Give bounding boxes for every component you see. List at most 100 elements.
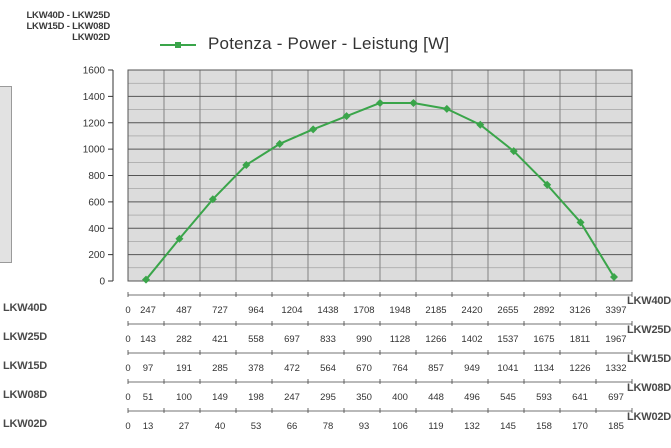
x-scale-tick-label: 564: [320, 363, 336, 374]
data-point: [576, 218, 585, 227]
y-tick-label: 1200: [83, 118, 106, 129]
x-scale-tick-label: 119: [428, 421, 443, 432]
x-scale-start-label: 0: [125, 363, 130, 374]
data-point: [175, 234, 184, 243]
data-point: [342, 112, 351, 121]
x-scale-tick-label: 295: [320, 392, 336, 403]
x-scale-tick-label: 1128: [390, 334, 410, 345]
y-tick-label: 1000: [83, 145, 106, 156]
x-scale-tick-label: 1967: [605, 334, 626, 345]
x-scale-tick-label: 143: [140, 334, 156, 345]
x-scale-tick-label: 400: [392, 392, 408, 403]
x-scale-tick-label: 1226: [569, 363, 590, 374]
x-scale-tick-label: 558: [248, 334, 264, 345]
x-scale-tick-label: 100: [176, 392, 192, 403]
x-scale-tick-label: 670: [356, 363, 372, 374]
x-scale-tick-label: 97: [143, 363, 154, 374]
x-scale-start-label: 0: [125, 392, 130, 403]
data-point: [543, 180, 552, 189]
x-scale-tick-label: 170: [572, 421, 588, 432]
x-scale-tick-label: 1266: [425, 334, 446, 345]
x-scale-tick-label: 53: [251, 421, 262, 432]
models-line-3: LKW02D: [72, 32, 110, 43]
x-scale-tick-label: 2185: [425, 305, 446, 316]
x-scale-tick-label: 1708: [353, 305, 374, 316]
x-scale-tick-label: 3126: [569, 305, 590, 316]
x-scale-tick-label: 964: [248, 305, 264, 316]
x-scale-tick-label: 857: [428, 363, 444, 374]
model-header: LKW40D - LKW25D LKW15D - LKW08D LKW02D: [0, 10, 110, 43]
x-scale-tick-label: 496: [464, 392, 480, 403]
y-tick-label: 0: [99, 277, 105, 288]
data-point: [610, 273, 618, 282]
y-tick-label: 200: [88, 250, 105, 261]
x-scale-tick-label: 764: [392, 363, 408, 374]
x-scale-tick-label: 350: [356, 392, 372, 403]
x-scale-tick-label: 1332: [605, 363, 626, 374]
x-scale-tick-label: 1041: [497, 363, 518, 374]
x-scale-tick-label: 66: [287, 421, 298, 432]
x-scale-tick-label: 191: [176, 363, 192, 374]
scale-label-left: LKW25D: [3, 331, 48, 343]
x-scale-tick-label: 593: [536, 392, 552, 403]
x-scale-tick-label: 727: [212, 305, 228, 316]
x-scale-tick-label: 185: [608, 421, 624, 432]
x-scale-tick-label: 378: [248, 363, 264, 374]
x-scale-tick-label: 285: [212, 363, 228, 374]
data-point: [476, 120, 485, 129]
x-scale-start-label: 0: [125, 305, 130, 316]
left-panel-edge: [0, 86, 12, 263]
x-scale-tick-label: 2655: [497, 305, 518, 316]
scale-label-left: LKW40D: [3, 302, 48, 314]
y-tick-label: 400: [88, 224, 105, 235]
scale-label-right: LKW40D: [627, 295, 671, 307]
legend-label: Potenza - Power - Leistung [W]: [208, 34, 450, 53]
x-scale-tick-label: 1402: [461, 334, 482, 345]
scale-label-right: LKW25D: [627, 324, 671, 336]
x-scale-tick-label: 1811: [570, 334, 590, 345]
x-scale-tick-label: 198: [248, 392, 264, 403]
x-scale-tick-label: 1134: [534, 363, 554, 374]
x-scale-tick-label: 78: [323, 421, 334, 432]
data-point: [242, 160, 251, 169]
data-point: [442, 104, 451, 113]
x-scale-tick-label: 132: [464, 421, 480, 432]
x-scale-start-label: 0: [125, 334, 130, 345]
y-axis: 1600 1400 1200 1000 800 600 400 200 0: [83, 66, 114, 288]
x-scale-tick-label: 1204: [281, 305, 302, 316]
legend-line-marker: [160, 42, 196, 48]
data-point: [275, 139, 284, 148]
scale-label-right: LKW15D: [627, 353, 671, 365]
x-scale-tick-label: 27: [179, 421, 190, 432]
x-scale-tick-label: 3397: [605, 305, 626, 316]
x-scale-tick-label: 1537: [497, 334, 518, 345]
x-scale-tick-label: 1438: [317, 305, 338, 316]
x-scales: 0 247 487 727 964 1204 1438 1708 1948 2185 2420 265…: [125, 292, 633, 432]
models-line-1: LKW40D - LKW25D: [26, 10, 110, 21]
scale-label-left: LKW02D: [3, 418, 48, 430]
y-tick-label: 800: [88, 171, 105, 182]
x-scale-tick-label: 545: [500, 392, 516, 403]
x-scale-tick-label: 641: [572, 392, 588, 403]
x-scale-tick-label: 93: [359, 421, 370, 432]
x-scale-tick-label: 472: [284, 363, 300, 374]
x-scale-tick-label: 990: [356, 334, 372, 345]
y-tick-label: 600: [88, 197, 105, 208]
x-scale-tick-label: 421: [212, 334, 228, 345]
x-scale-tick-label: 282: [176, 334, 192, 345]
x-scale-tick-label: 13: [143, 421, 154, 432]
data-point: [376, 98, 384, 107]
x-scale-tick-label: 949: [464, 363, 480, 374]
x-scale-tick-label: 833: [320, 334, 336, 345]
x-scale-tick-label: 51: [143, 392, 154, 403]
x-scale-tick-label: 158: [536, 421, 552, 432]
x-scale-start-label: 0: [125, 421, 130, 432]
x-scale-tick-label: 2892: [533, 305, 554, 316]
x-scale-tick-label: 247: [140, 305, 156, 316]
data-point: [509, 147, 518, 156]
data-point: [409, 98, 418, 107]
x-scale-tick-label: 1675: [533, 334, 554, 345]
x-scale-tick-label: 149: [212, 392, 228, 403]
x-scale-tick-label: 247: [284, 392, 300, 403]
